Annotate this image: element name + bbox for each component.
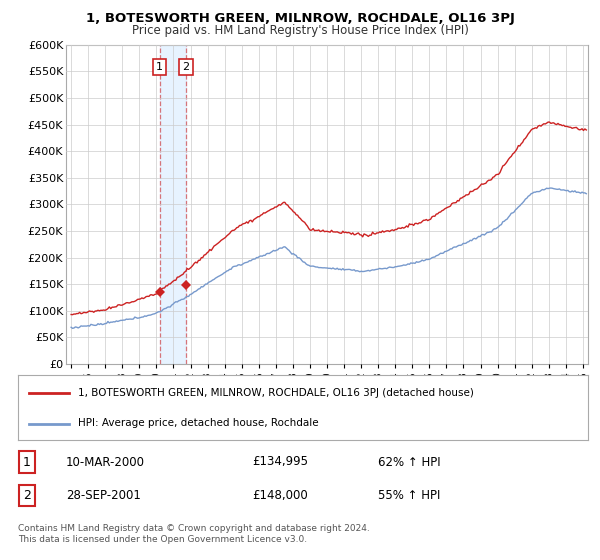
Bar bbox=[160, 45, 186, 364]
Text: HPI: Average price, detached house, Rochdale: HPI: Average price, detached house, Roch… bbox=[78, 418, 319, 428]
Text: 1, BOTESWORTH GREEN, MILNROW, ROCHDALE, OL16 3PJ (detached house): 1, BOTESWORTH GREEN, MILNROW, ROCHDALE, … bbox=[78, 388, 474, 398]
Text: 62% ↑ HPI: 62% ↑ HPI bbox=[378, 455, 440, 469]
Text: £134,995: £134,995 bbox=[252, 455, 308, 469]
Text: 2: 2 bbox=[182, 62, 190, 72]
Text: 1: 1 bbox=[23, 455, 31, 469]
Text: 2: 2 bbox=[23, 489, 31, 502]
Text: 1: 1 bbox=[156, 62, 163, 72]
Text: 1, BOTESWORTH GREEN, MILNROW, ROCHDALE, OL16 3PJ: 1, BOTESWORTH GREEN, MILNROW, ROCHDALE, … bbox=[86, 12, 514, 25]
Text: 55% ↑ HPI: 55% ↑ HPI bbox=[378, 489, 440, 502]
Text: Price paid vs. HM Land Registry's House Price Index (HPI): Price paid vs. HM Land Registry's House … bbox=[131, 24, 469, 36]
Text: £148,000: £148,000 bbox=[252, 489, 308, 502]
Text: 28-SEP-2001: 28-SEP-2001 bbox=[66, 489, 141, 502]
Text: 10-MAR-2000: 10-MAR-2000 bbox=[66, 455, 145, 469]
Text: Contains HM Land Registry data © Crown copyright and database right 2024.
This d: Contains HM Land Registry data © Crown c… bbox=[18, 524, 370, 544]
